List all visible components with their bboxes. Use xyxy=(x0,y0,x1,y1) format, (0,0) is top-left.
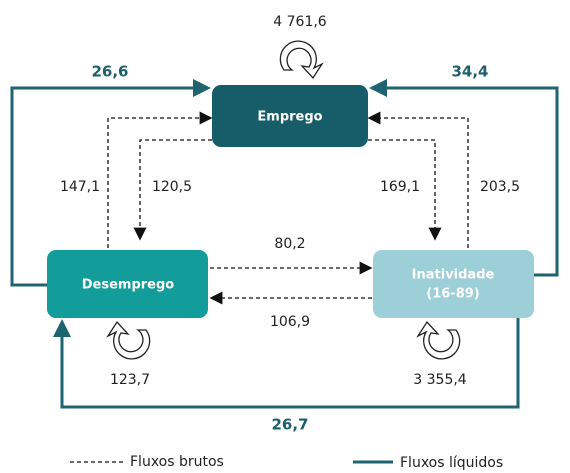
node-label: Emprego xyxy=(257,110,322,125)
flow-label: 169,1 xyxy=(380,179,420,195)
self-loop xyxy=(416,320,461,360)
flow-label: 80,2 xyxy=(274,236,305,252)
flow-label: 123,7 xyxy=(110,372,150,388)
flow-label: 147,1 xyxy=(60,179,100,195)
net-label: 26,7 xyxy=(271,416,308,434)
flow-label: 106,9 xyxy=(270,314,310,330)
net-flow xyxy=(369,79,559,277)
net-flow xyxy=(53,318,520,409)
net-label: 34,4 xyxy=(451,63,488,81)
net-flow xyxy=(10,79,211,287)
gross-flow xyxy=(368,139,442,241)
node-label: Inatividade xyxy=(412,268,495,283)
node-box xyxy=(47,250,208,318)
flow-label: 120,5 xyxy=(152,179,192,195)
flow-label: 203,5 xyxy=(480,179,520,195)
gross-flow xyxy=(367,111,469,248)
gross-flow xyxy=(133,139,212,241)
flow-label: 4 761,6 xyxy=(273,14,327,30)
node-label: Desemprego xyxy=(82,278,175,293)
net-label: 26,6 xyxy=(91,63,128,81)
node-box xyxy=(373,250,534,318)
flow-label: 3 355,4 xyxy=(413,372,467,388)
legend-label: Fluxos líquidos xyxy=(400,455,503,471)
self-loop xyxy=(279,40,324,80)
node-label: (16-89) xyxy=(426,287,479,302)
node-box xyxy=(212,85,368,147)
legend-label: Fluxos brutos xyxy=(130,454,224,470)
gross-flow xyxy=(107,111,213,248)
self-loop xyxy=(106,320,151,360)
